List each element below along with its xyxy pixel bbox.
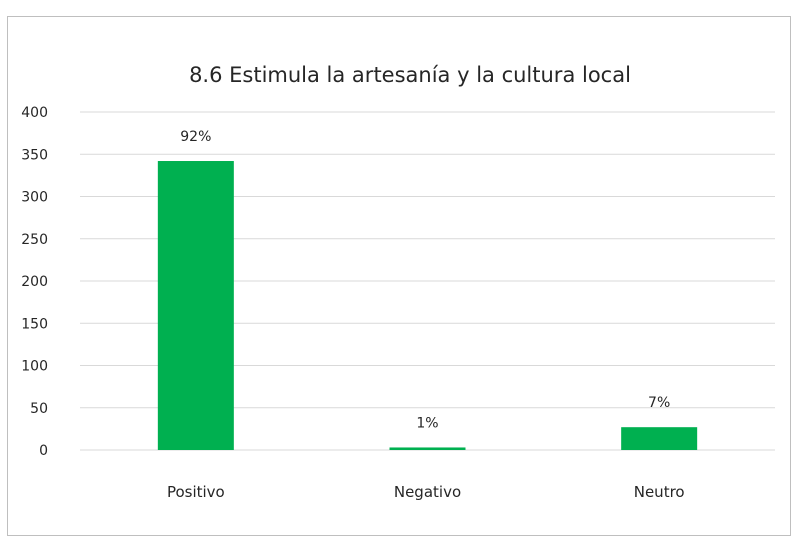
bar-positivo	[157, 161, 234, 450]
category-label-positivo: Positivo	[167, 483, 225, 501]
y-tick-label: 350	[21, 147, 48, 163]
y-tick-label: 300	[21, 190, 48, 206]
y-tick-label: 400	[21, 105, 48, 121]
bar-negativo	[389, 447, 466, 450]
y-tick-label: 200	[21, 274, 48, 290]
data-label-negativo: 1%	[416, 415, 438, 431]
y-tick-label: 100	[21, 359, 48, 375]
chart-title: 8.6 Estimula la artesanía y la cultura l…	[189, 63, 631, 87]
data-labels: 92% 1% 7%	[180, 129, 670, 431]
category-label-negativo: Negativo	[394, 483, 461, 501]
data-label-positivo: 92%	[180, 129, 211, 145]
category-labels: Positivo Negativo Neutro	[167, 483, 685, 501]
y-axis-ticks: 0 50 100 150 200 250 300 350 400	[21, 105, 48, 459]
y-tick-label: 50	[30, 401, 48, 417]
y-tick-label: 250	[21, 232, 48, 248]
bars	[157, 161, 698, 450]
bar-chart: 8.6 Estimula la artesanía y la cultura l…	[21, 63, 775, 501]
y-tick-label: 0	[39, 443, 48, 459]
y-tick-label: 150	[21, 316, 48, 332]
category-label-neutro: Neutro	[634, 483, 685, 501]
bar-neutro	[621, 427, 698, 450]
data-label-neutro: 7%	[648, 395, 670, 411]
